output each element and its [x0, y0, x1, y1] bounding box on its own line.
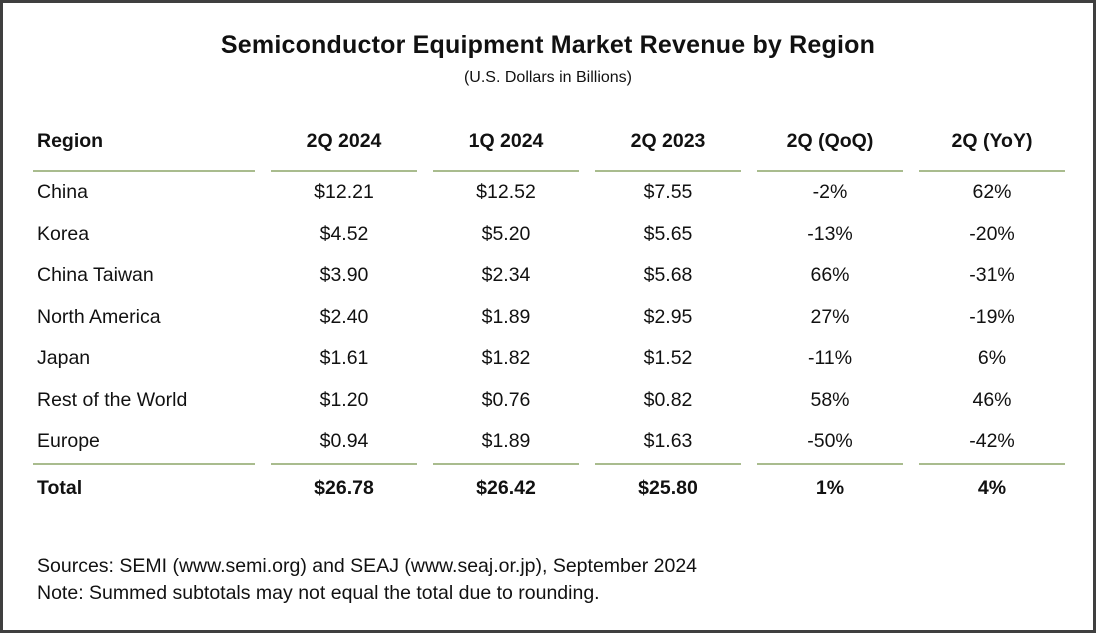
value-cell: $1.82 [481, 347, 531, 370]
value-cell: -42% [919, 421, 1065, 465]
value-cell: -19% [969, 305, 1015, 328]
value-cell: 66% [810, 264, 850, 287]
total-value-cell: 1% [815, 477, 845, 499]
total-value-cell: $26.78 [314, 477, 374, 499]
value-cell: $1.89 [433, 421, 579, 465]
value-cell: $1.89 [481, 305, 531, 328]
table-row-europe: Europe $0.94 $1.89 $1.63 -50% -42% [33, 421, 1065, 465]
value-cell: -2% [812, 181, 848, 204]
column-header-yoy: 2Q (YoY) [919, 117, 1065, 172]
region-label: North America [37, 305, 161, 328]
value-cell: $4.52 [319, 222, 369, 245]
table-row-japan: Japan $1.61 $1.82 $1.52 -11% 6% [33, 338, 1065, 380]
value-cell: $3.90 [319, 264, 369, 287]
value-cell: -13% [807, 222, 853, 245]
header-row: Region 2Q 2024 1Q 2024 2Q 2023 2Q (QoQ) … [33, 117, 1065, 172]
value-cell: $5.20 [481, 222, 531, 245]
table-row-rest-of-world: Rest of the World $1.20 $0.76 $0.82 58% … [33, 380, 1065, 422]
sources-line: Sources: SEMI (www.semi.org) and SEAJ (w… [37, 554, 698, 577]
rounding-note-line: Note: Summed subtotals may not equal the… [37, 582, 600, 605]
value-cell: -31% [969, 264, 1015, 287]
value-cell: $2.34 [481, 264, 531, 287]
total-value-cell: $26.42 [476, 477, 536, 499]
table-row-china: China $12.21 $12.52 $7.55 -2% 62% [33, 172, 1065, 214]
figure-subtitle: (U.S. Dollars in Billions) [463, 69, 633, 86]
column-header-2q-2023: 2Q 2023 [595, 117, 741, 172]
value-cell: 62% [972, 181, 1012, 204]
column-header-qoq: 2Q (QoQ) [757, 117, 903, 172]
value-cell: 6% [977, 347, 1007, 370]
table-row-total: Total $26.78 $26.42 $25.80 1% 4% [33, 465, 1065, 513]
column-header-2q-2024: 2Q 2024 [271, 117, 417, 172]
value-cell: -50% [757, 421, 903, 465]
total-label: Total [37, 477, 83, 499]
value-cell: $2.95 [643, 305, 693, 328]
value-cell: $12.52 [476, 181, 536, 204]
table-row-china-taiwan: China Taiwan $3.90 $2.34 $5.68 66% -31% [33, 255, 1065, 297]
value-cell: $1.20 [319, 388, 369, 411]
value-cell: $7.55 [643, 181, 693, 204]
value-cell: $1.63 [595, 421, 741, 465]
region-label: China Taiwan [37, 264, 154, 287]
value-cell: -11% [807, 347, 853, 370]
figure-footer: Sources: SEMI (www.semi.org) and SEAJ (w… [37, 553, 1093, 608]
value-cell: 58% [810, 388, 850, 411]
figure-title: Semiconductor Equipment Market Revenue b… [220, 31, 876, 59]
region-label: Japan [37, 347, 91, 370]
region-label: China [37, 181, 88, 204]
revenue-table: Region 2Q 2024 1Q 2024 2Q 2023 2Q (QoQ) … [17, 117, 1081, 513]
table-row-korea: Korea $4.52 $5.20 $5.65 -13% -20% [33, 214, 1065, 256]
value-cell: $2.40 [319, 305, 369, 328]
value-cell: $1.61 [319, 347, 369, 370]
value-cell: $5.68 [643, 264, 693, 287]
total-value-cell: 4% [977, 477, 1007, 499]
value-cell: -20% [969, 222, 1015, 245]
value-cell: $5.65 [643, 222, 693, 245]
region-label: Korea [37, 222, 90, 245]
value-cell: $0.76 [481, 388, 531, 411]
region-label: Rest of the World [37, 388, 188, 411]
value-cell: 46% [972, 388, 1012, 411]
value-cell: $0.94 [271, 421, 417, 465]
value-cell: $12.21 [314, 181, 374, 204]
total-value-cell: $25.80 [638, 477, 698, 499]
column-header-1q-2024: 1Q 2024 [433, 117, 579, 172]
value-cell: $0.82 [643, 388, 693, 411]
table-row-north-america: North America $2.40 $1.89 $2.95 27% -19% [33, 297, 1065, 339]
region-label: Europe [33, 421, 255, 465]
value-cell: $1.52 [643, 347, 693, 370]
value-cell: 27% [810, 305, 850, 328]
column-header-region: Region [33, 117, 255, 172]
